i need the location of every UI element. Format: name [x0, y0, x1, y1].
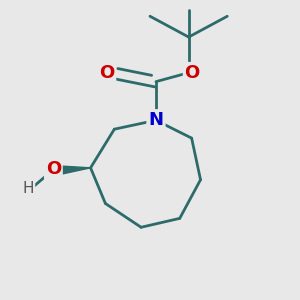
- Text: H: H: [23, 181, 34, 196]
- Polygon shape: [52, 166, 91, 176]
- Text: O: O: [184, 64, 200, 82]
- Text: O: O: [46, 160, 61, 178]
- Text: O: O: [99, 64, 115, 82]
- Text: N: N: [148, 111, 164, 129]
